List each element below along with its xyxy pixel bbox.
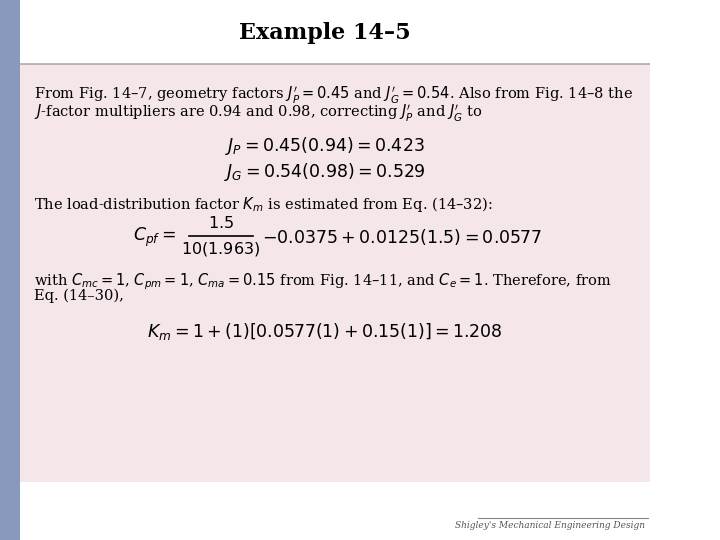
- Text: The load-distribution factor $K_m$ is estimated from Eq. (14–32):: The load-distribution factor $K_m$ is es…: [35, 195, 493, 214]
- Text: $K_m = 1 + (1)[0.0577(1) + 0.15(1)] = 1.208$: $K_m = 1 + (1)[0.0577(1) + 0.15(1)] = 1.…: [148, 321, 503, 342]
- Text: Eq. (14–30),: Eq. (14–30),: [35, 289, 124, 303]
- FancyBboxPatch shape: [20, 0, 649, 64]
- Text: $10(1.963)$: $10(1.963)$: [181, 240, 261, 258]
- Text: $- 0.0375 + 0.0125(1.5) = 0.0577$: $- 0.0375 + 0.0125(1.5) = 0.0577$: [261, 227, 541, 247]
- Text: $J_G = 0.54(0.98) = 0.529$: $J_G = 0.54(0.98) = 0.529$: [224, 161, 426, 183]
- FancyBboxPatch shape: [20, 64, 649, 482]
- Text: with $C_{mc} = 1$, $C_{pm} = 1$, $C_{ma} = 0.15$ from Fig. 14–11, and $C_e = 1$.: with $C_{mc} = 1$, $C_{pm} = 1$, $C_{ma}…: [35, 271, 612, 292]
- Text: $C_{pf} =$: $C_{pf} =$: [133, 225, 176, 248]
- Text: $J_P = 0.45(0.94) = 0.423$: $J_P = 0.45(0.94) = 0.423$: [225, 135, 425, 157]
- Text: Shigley's Mechanical Engineering Design: Shigley's Mechanical Engineering Design: [455, 522, 645, 530]
- Text: From Fig. 14–7, geometry factors $J^{\prime}_P = 0.45$ and $J^{\prime}_G = 0.54$: From Fig. 14–7, geometry factors $J^{\pr…: [35, 85, 634, 106]
- Text: $J$-factor multipliers are 0.94 and 0.98, correcting $J^{\prime}_P$ and $J^{\pri: $J$-factor multipliers are 0.94 and 0.98…: [35, 103, 482, 124]
- Text: Example 14–5: Example 14–5: [239, 22, 410, 44]
- FancyBboxPatch shape: [0, 0, 20, 540]
- Text: $1.5$: $1.5$: [208, 215, 234, 233]
